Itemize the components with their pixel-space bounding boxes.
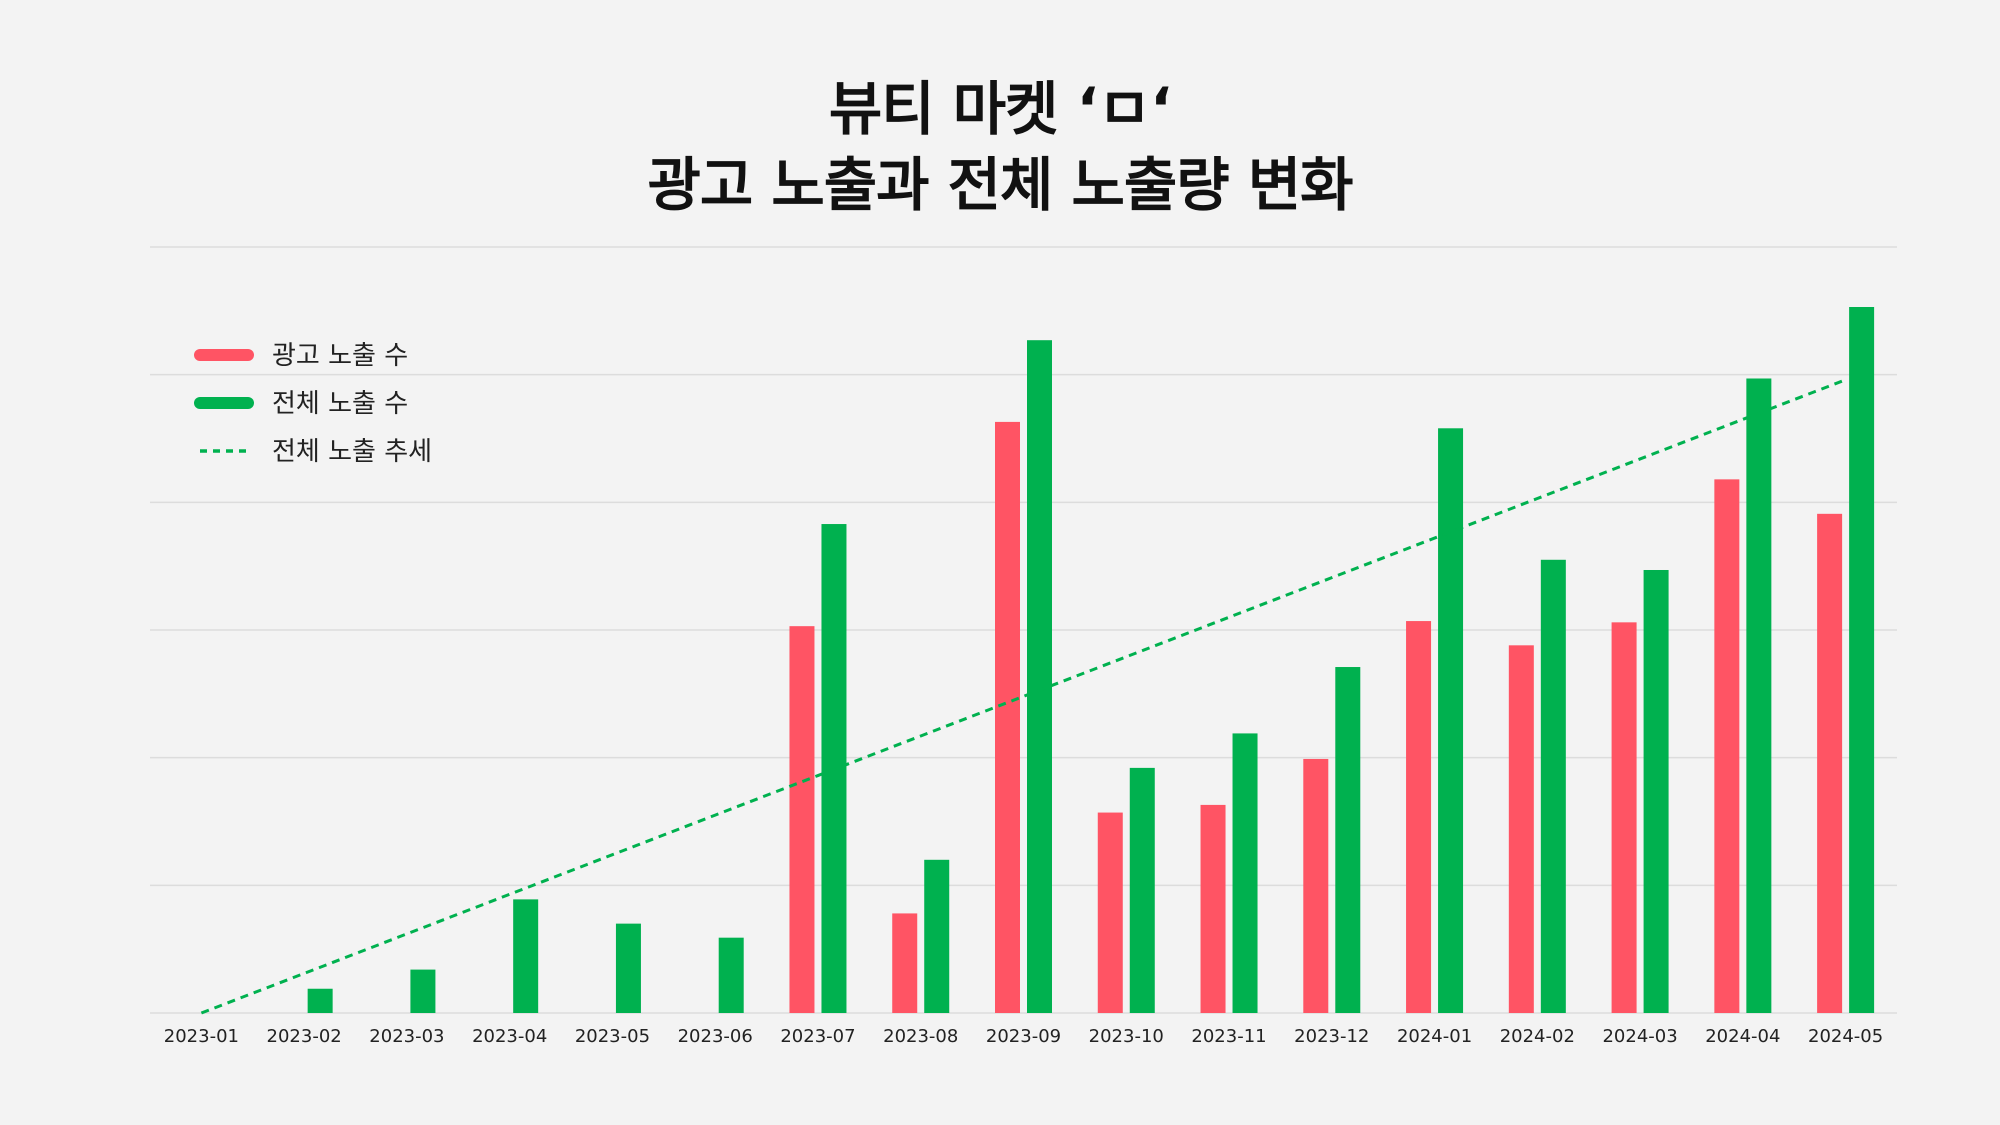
x-tick-label: 2023-03 bbox=[369, 1026, 444, 1047]
bar-total-2024-01 bbox=[1438, 428, 1464, 1014]
x-tick-label: 2023-11 bbox=[1191, 1026, 1266, 1047]
bar-total-2024-03 bbox=[1643, 569, 1669, 1013]
bar-ad-2023-10 bbox=[1097, 812, 1123, 1013]
x-tick-label: 2024-01 bbox=[1397, 1026, 1472, 1047]
x-tick-label: 2023-01 bbox=[164, 1026, 239, 1047]
x-tick-label: 2024-02 bbox=[1500, 1026, 1575, 1047]
bar-total-2023-08 bbox=[924, 859, 950, 1013]
x-tick-label: 2024-04 bbox=[1705, 1026, 1780, 1047]
x-tick-label: 2023-09 bbox=[986, 1026, 1061, 1047]
bar-total-2023-06 bbox=[718, 937, 744, 1013]
bar-ad-2023-12 bbox=[1303, 758, 1329, 1013]
bar-total-2024-02 bbox=[1540, 559, 1566, 1013]
trend-line bbox=[200, 378, 1847, 1015]
bar-total-2023-02 bbox=[307, 988, 333, 1013]
bar-ad-2023-08 bbox=[892, 913, 918, 1013]
legend-label: 광고 노출 수 bbox=[272, 341, 408, 371]
bar-total-2023-05 bbox=[615, 923, 641, 1013]
legend-label: 전체 노출 수 bbox=[272, 389, 408, 419]
bar-ad-2024-05 bbox=[1817, 513, 1843, 1013]
legend-label: 전체 노출 추세 bbox=[272, 437, 432, 467]
bar-ad-2024-04 bbox=[1714, 479, 1740, 1013]
chart-title-line-2: 광고 노출과 전체 노출량 변화 bbox=[647, 151, 1353, 219]
bar-ad-2024-01 bbox=[1406, 621, 1432, 1013]
bar-total-2023-04 bbox=[513, 899, 539, 1013]
x-tick-label: 2024-05 bbox=[1808, 1026, 1883, 1047]
bar-total-2023-11 bbox=[1232, 733, 1258, 1013]
x-tick-label: 2023-05 bbox=[575, 1026, 650, 1047]
chart-title-line-1: 뷰티 마켓 ‘ㅁ‘ bbox=[828, 75, 1172, 143]
x-tick-label: 2023-06 bbox=[678, 1026, 753, 1047]
x-tick-label: 2023-04 bbox=[472, 1026, 547, 1047]
bar-total-2024-05 bbox=[1849, 307, 1875, 1014]
x-tick-label: 2023-02 bbox=[267, 1026, 342, 1047]
x-tick-label: 2024-03 bbox=[1602, 1026, 1677, 1047]
bar-total-2023-12 bbox=[1335, 667, 1361, 1013]
bar-total-2023-03 bbox=[410, 969, 436, 1013]
bar-total-2024-04 bbox=[1746, 378, 1772, 1013]
bar-ad-2024-02 bbox=[1508, 645, 1534, 1013]
bar-total-2023-09 bbox=[1027, 340, 1052, 1013]
bar-ad-2023-07 bbox=[789, 626, 815, 1013]
x-tick-label: 2023-12 bbox=[1294, 1026, 1369, 1047]
x-tick-label: 2023-10 bbox=[1089, 1026, 1164, 1047]
bar-total-2023-10 bbox=[1129, 767, 1155, 1013]
bar-ad-2024-03 bbox=[1611, 622, 1637, 1013]
bar-ad-2023-11 bbox=[1200, 804, 1226, 1013]
x-tick-label: 2023-08 bbox=[883, 1026, 958, 1047]
x-tick-label: 2023-07 bbox=[780, 1026, 855, 1047]
bar-ad-2023-09 bbox=[995, 421, 1020, 1013]
